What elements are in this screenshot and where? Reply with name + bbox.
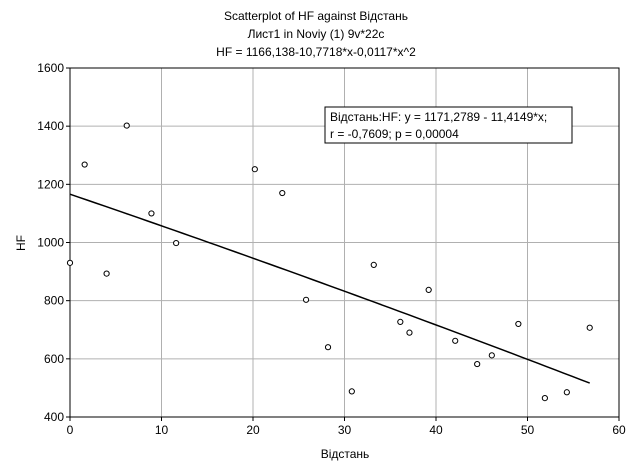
scatter-point — [124, 123, 129, 128]
x-tick-label: 0 — [67, 423, 74, 437]
scatter-point — [149, 211, 154, 216]
scatter-point — [371, 262, 376, 267]
x-tick-label: 30 — [338, 423, 352, 437]
fit-curve — [70, 194, 590, 383]
annotation-line-1: Відстань:HF: y = 1171,2789 - 11,4149*x; — [330, 110, 547, 124]
y-tick-label: 600 — [44, 352, 64, 366]
x-tick-label: 10 — [155, 423, 169, 437]
y-axis-label: HF — [14, 235, 28, 251]
y-tick-label: 1400 — [37, 119, 64, 133]
scatter-point — [542, 395, 547, 400]
x-tick-label: 50 — [521, 423, 535, 437]
scatter-point — [67, 260, 72, 265]
scatter-point — [349, 389, 354, 394]
x-axis-label: Відстань — [321, 447, 370, 461]
scatter-point — [407, 330, 412, 335]
x-tick-label: 40 — [429, 423, 443, 437]
y-tick-label: 1600 — [37, 61, 64, 75]
scatter-point — [252, 167, 257, 172]
y-tick-label: 400 — [44, 410, 64, 424]
x-tick-label: 60 — [612, 423, 626, 437]
scatter-point — [564, 390, 569, 395]
scatter-point — [453, 338, 458, 343]
annotation-line-2: r = -0,7609; p = 0,00004 — [330, 127, 459, 141]
y-tick-label: 800 — [44, 294, 64, 308]
scatter-point — [587, 325, 592, 330]
y-tick-labels: 400 600 800 1000 1200 1400 1600 — [37, 61, 64, 424]
y-tick-label: 1200 — [37, 177, 64, 191]
chart-subtitle-line-2: HF = 1166,138-10,7718*x-0,0117*x^2 — [216, 45, 416, 59]
scatter-point — [516, 321, 521, 326]
y-tick-label: 1000 — [37, 236, 64, 250]
scatter-point — [475, 361, 480, 366]
scatter-point — [280, 190, 285, 195]
scatter-point — [82, 162, 87, 167]
chart-subtitle-line-1: Лист1 in Noviy (1) 9v*22c — [248, 27, 385, 41]
regression-annotation: Відстань:HF: y = 1171,2789 - 11,4149*x; … — [325, 107, 572, 143]
chart-title: Scatterplot of HF against Відстань — [224, 9, 408, 23]
scatter-point — [303, 297, 308, 302]
x-tick-label: 20 — [246, 423, 260, 437]
scatter-point — [104, 271, 109, 276]
scatter-point — [426, 287, 431, 292]
scatter-point — [489, 353, 494, 358]
scatter-point — [398, 319, 403, 324]
scatter-point — [174, 240, 179, 245]
x-tick-labels: 0 10 20 30 40 50 60 — [67, 423, 626, 437]
scatter-point — [325, 345, 330, 350]
